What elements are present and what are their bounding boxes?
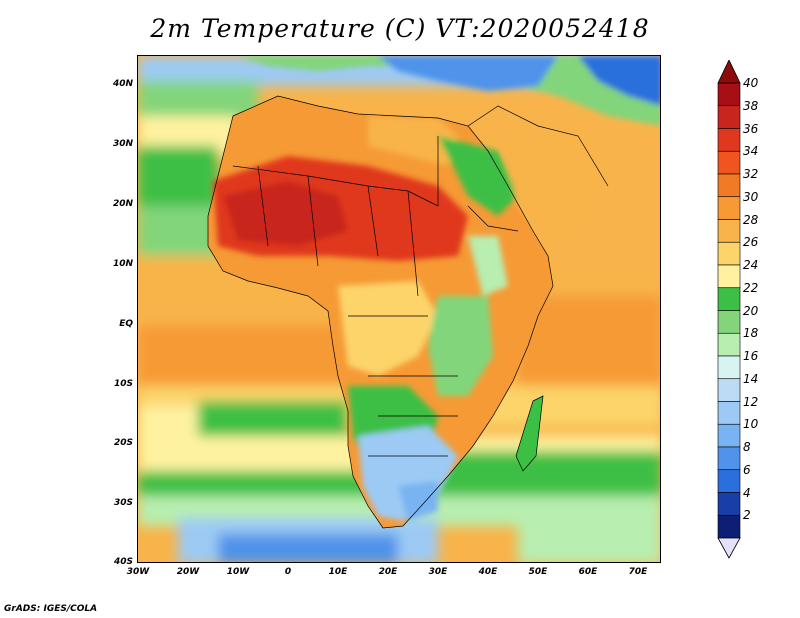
colorbar-label: 38	[743, 98, 759, 113]
lat-label-30s: 30S	[113, 498, 133, 508]
colorbar-swatch	[717, 446, 741, 471]
lat-label-20n: 20N	[112, 199, 133, 209]
lon-label-20w: 20W	[176, 567, 200, 577]
lon-label-60e: 60E	[578, 567, 598, 577]
northern-landmass	[238, 56, 660, 126]
lon-label-70e: 70E	[628, 567, 648, 577]
colorbar-swatch	[717, 378, 741, 402]
map-title: 2m Temperature (C) VT:2020052418	[150, 14, 650, 43]
lon-label-30w: 30W	[126, 567, 150, 577]
colorbar-label: 40	[743, 76, 759, 90]
lat-label-eq: EQ	[119, 319, 133, 329]
colorbar-swatch	[717, 287, 741, 311]
colorbar-label: 32	[743, 167, 759, 181]
colorbar-label: 28	[743, 212, 759, 227]
colorbar-swatch	[717, 423, 741, 448]
colorbar-bottom-arrow	[717, 537, 741, 559]
lat-label-40s: 40S	[113, 557, 133, 567]
colorbar-swatch	[717, 219, 741, 243]
colorbar-swatch	[717, 355, 741, 380]
colorbar-label: 8	[743, 440, 751, 454]
colorbar-label: 36	[743, 121, 759, 136]
colorbar-label: 6	[743, 462, 751, 477]
colorbar-label: 22	[743, 280, 759, 295]
lat-label-30n: 30N	[112, 139, 133, 149]
colorbar-swatch	[717, 105, 741, 129]
lon-label-50e: 50E	[528, 567, 548, 577]
lon-label-40e: 40E	[478, 567, 498, 577]
lat-label-20s: 20S	[113, 438, 133, 448]
colorbar-label: 34	[743, 144, 759, 159]
map-canvas	[138, 56, 660, 562]
colorbar-top-arrow	[717, 59, 741, 84]
colorbar-swatch	[717, 514, 741, 539]
colorbar-label: 16	[743, 349, 759, 363]
colorbar-label: 26	[743, 235, 759, 250]
colorbar-label: 2	[743, 508, 751, 523]
footer-credit: GrADS: IGES/COLA	[4, 604, 98, 614]
colorbar-label: 14	[743, 371, 759, 386]
lon-label-10w: 10W	[226, 567, 250, 577]
lat-label-10n: 10N	[112, 259, 133, 269]
colorbar-label: 30	[743, 189, 759, 204]
colorbar-swatch	[717, 332, 741, 357]
colorbar-label: 18	[743, 326, 759, 341]
colorbar-swatch	[717, 150, 741, 175]
colorbar-swatch	[717, 310, 741, 334]
africa-landmass	[207, 95, 609, 529]
colorbar-label: 20	[743, 303, 759, 318]
colorbar-swatch	[717, 492, 741, 516]
colorbar-swatch	[717, 128, 741, 152]
colorbar-swatch	[717, 82, 741, 107]
colorbar-swatch	[717, 241, 741, 266]
colorbar-label: 12	[743, 394, 759, 409]
colorbar-swatch	[717, 264, 741, 289]
lon-label-20e: 20E	[378, 567, 398, 577]
lat-label-10s: 10S	[113, 379, 133, 389]
colorbar-swatch	[717, 173, 741, 198]
lon-label-0: 0	[284, 567, 292, 577]
colorbar: 40 38 36 34 32 30 28 26 24 22 20 18 16 14 12 10 8 6 4 2	[717, 59, 758, 564]
borders	[207, 95, 609, 529]
lon-label-10e: 10E	[328, 567, 348, 577]
colorbar-swatches	[717, 59, 741, 559]
colorbar-swatch	[717, 196, 741, 220]
colorbar-label: 4	[743, 485, 751, 500]
temperature-map	[137, 55, 661, 563]
colorbar-swatch	[717, 469, 741, 493]
lon-label-30e: 30E	[428, 567, 448, 577]
lat-label-40n: 40N	[112, 79, 133, 89]
colorbar-label: 10	[743, 417, 759, 432]
colorbar-swatch	[717, 401, 741, 425]
colorbar-label: 24	[743, 258, 759, 272]
